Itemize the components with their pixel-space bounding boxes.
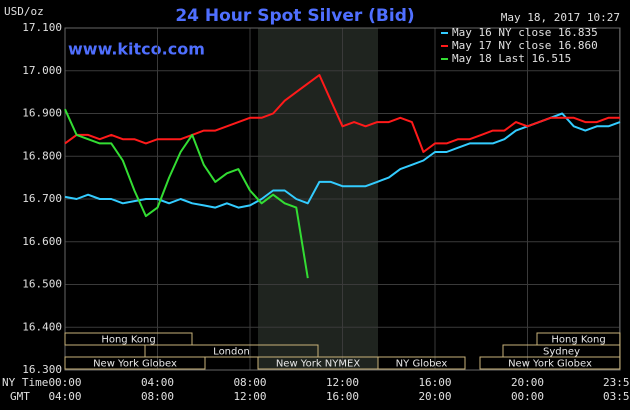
session-label: Hong Kong bbox=[551, 335, 605, 346]
x-tick-label: 08:00 bbox=[233, 376, 266, 389]
session-label: NY Globex bbox=[396, 359, 448, 370]
y-tick-label: 16.800 bbox=[22, 149, 62, 162]
x-tick-label: 00:00 bbox=[48, 376, 81, 389]
gmt-label: GMT bbox=[10, 390, 30, 403]
gmt-tick-label: 04:00 bbox=[48, 390, 81, 403]
gmt-tick-label: 00:00 bbox=[511, 390, 544, 403]
x-tick-label: 16:00 bbox=[418, 376, 451, 389]
plot-frame bbox=[64, 27, 621, 371]
session-label: London bbox=[213, 347, 250, 358]
y-tick-label: 16.700 bbox=[22, 192, 62, 205]
y-tick-label: 16.500 bbox=[22, 278, 62, 291]
series-line bbox=[64, 108, 309, 279]
timestamp: May 18, 2017 10:27 bbox=[501, 11, 620, 24]
gmt-tick-label: 12:00 bbox=[233, 390, 266, 403]
x-tick-label: 12:00 bbox=[326, 376, 359, 389]
ny-time-label: NY Time bbox=[2, 376, 48, 389]
gmt-tick-label: 03:59 bbox=[603, 390, 630, 403]
legend-label: May 16 NY close 16.835 bbox=[452, 26, 598, 39]
session-label: Hong Kong bbox=[101, 335, 155, 346]
gmt-tick-label: 20:00 bbox=[418, 390, 451, 403]
session-label: Sydney bbox=[543, 347, 580, 358]
x-tick-label: 23:59 bbox=[603, 376, 630, 389]
y-tick-label: 16.600 bbox=[22, 235, 62, 248]
y-tick-label: 16.300 bbox=[22, 363, 62, 376]
session-box bbox=[144, 344, 319, 358]
session-label: New York NYMEX bbox=[276, 359, 361, 370]
legend-label: May 17 NY close 16.860 bbox=[452, 39, 598, 52]
gmt-tick-label: 16:00 bbox=[326, 390, 359, 403]
unit-label: USD/oz bbox=[4, 5, 44, 18]
website: www.kitco.com bbox=[68, 40, 205, 59]
session-box bbox=[64, 356, 206, 370]
x-tick-label: 04:00 bbox=[141, 376, 174, 389]
series-line bbox=[64, 74, 620, 153]
session-box bbox=[64, 332, 193, 346]
y-tick-label: 17.000 bbox=[22, 64, 62, 77]
session-label: New York Globex bbox=[508, 359, 592, 370]
y-tick-label: 16.900 bbox=[22, 107, 62, 120]
y-tick-label: 16.400 bbox=[22, 320, 62, 333]
legend-label: May 18 Last 16.515 bbox=[452, 52, 571, 65]
gmt-tick-label: 08:00 bbox=[141, 390, 174, 403]
x-tick-label: 20:00 bbox=[511, 376, 544, 389]
y-tick-label: 17.100 bbox=[22, 21, 62, 34]
chart-title: 24 Hour Spot Silver (Bid) bbox=[175, 6, 414, 26]
session-box bbox=[479, 356, 621, 370]
session-box bbox=[377, 356, 466, 370]
session-label: New York Globex bbox=[93, 359, 177, 370]
